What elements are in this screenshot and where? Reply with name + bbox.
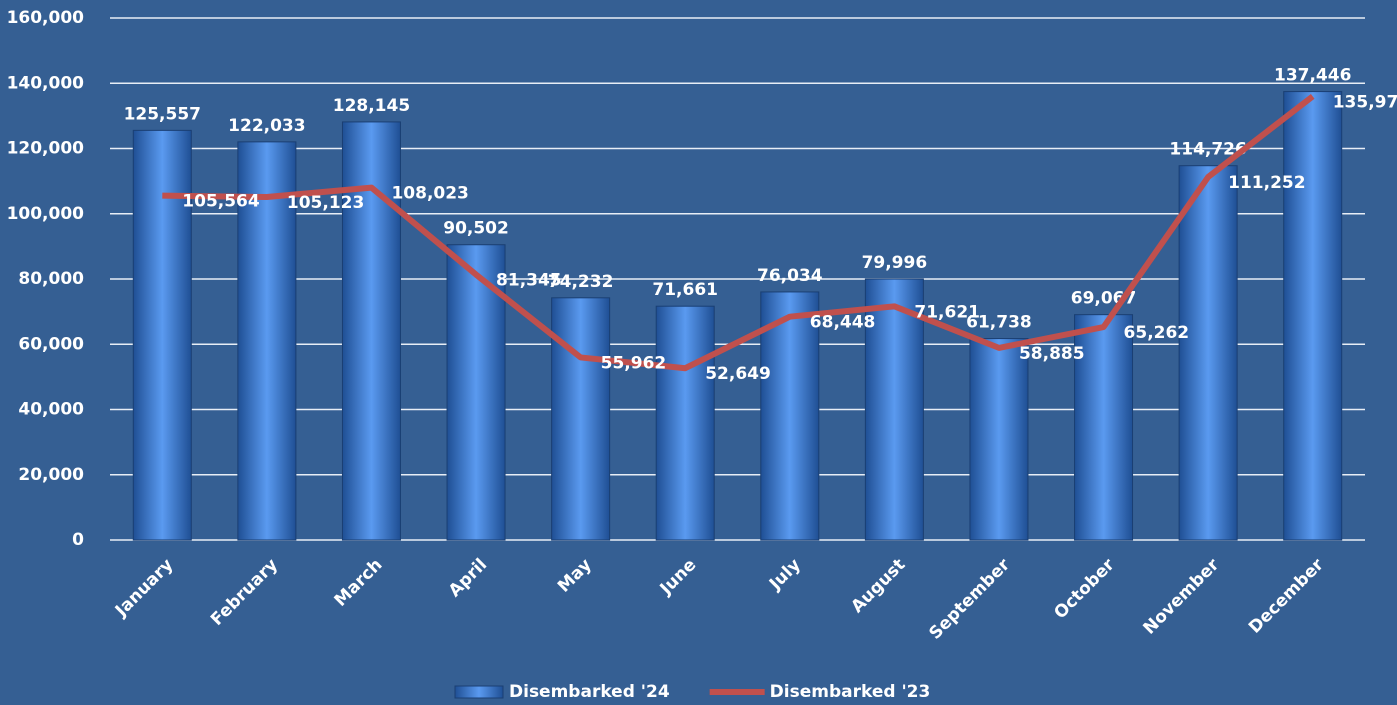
line-value-label: 105,123: [287, 193, 364, 213]
bar-value-label: 71,661: [652, 280, 718, 300]
y-tick-label: 60,000: [18, 334, 84, 354]
line: [162, 94, 1315, 372]
y-tick-label: 160,000: [7, 8, 85, 28]
bar: [1074, 314, 1134, 541]
bar: [1283, 91, 1343, 541]
line-value-label: 65,262: [1124, 323, 1190, 343]
bar-value-label: 137,446: [1274, 66, 1351, 86]
bar-value-label: 74,232: [548, 272, 614, 292]
x-tick-label: August: [847, 555, 909, 617]
bar: [1178, 165, 1238, 541]
y-tick-label: 40,000: [18, 400, 84, 420]
legend-label: Disembarked '24: [509, 682, 670, 702]
bar: [760, 291, 820, 541]
x-tick-label: January: [111, 555, 177, 621]
bar: [446, 244, 506, 541]
x-tick-label: March: [331, 555, 387, 611]
legend-swatch: [454, 685, 504, 699]
bar: [864, 278, 924, 541]
y-tick-label: 100,000: [7, 204, 85, 224]
x-tick-label: November: [1140, 555, 1224, 639]
x-tick-label: September: [925, 555, 1014, 644]
x-tick-label: December: [1245, 554, 1328, 637]
line-value-label: 111,252: [1228, 173, 1305, 193]
line-value-label: 71,621: [914, 302, 980, 322]
y-tick-label: 140,000: [7, 73, 85, 93]
line-value-label: 52,649: [705, 364, 771, 384]
bar-value-label: 79,996: [862, 253, 928, 273]
bar: [655, 305, 715, 541]
y-tick-label: 20,000: [18, 465, 84, 485]
bar: [969, 338, 1029, 541]
bar-value-label: 61,738: [966, 313, 1032, 333]
y-tick-label: 80,000: [18, 269, 84, 289]
line-value-label: 58,885: [1019, 344, 1085, 364]
y-tick-label: 0: [72, 530, 84, 550]
x-tick-label: February: [207, 555, 282, 630]
x-tick-label: October: [1050, 554, 1119, 623]
line-value-label: 55,962: [601, 353, 667, 373]
bar-value-label: 90,502: [443, 219, 509, 239]
legend-label: Disembarked '23: [770, 682, 931, 702]
bar-value-label: 76,034: [757, 266, 823, 286]
y-tick-label: 120,000: [7, 139, 85, 159]
bar-value-label: 114,726: [1169, 140, 1246, 160]
line-value-label: 105,564: [182, 192, 260, 212]
bar-value-label: 122,033: [228, 116, 305, 136]
line-value-label: 81,345: [496, 271, 562, 291]
x-tick-label: June: [656, 555, 701, 600]
bar-value-label: 128,145: [333, 96, 410, 116]
line-value-label: 108,023: [391, 184, 468, 204]
x-tick-label: July: [765, 555, 805, 595]
bar: [237, 141, 297, 541]
bar: [551, 297, 611, 541]
x-tick-label: May: [554, 555, 596, 597]
line-value-label: 68,448: [810, 313, 876, 333]
bar-value-label: 125,557: [124, 104, 201, 124]
x-tick-label: April: [445, 555, 491, 601]
line-value-label: 135,970: [1333, 92, 1397, 112]
